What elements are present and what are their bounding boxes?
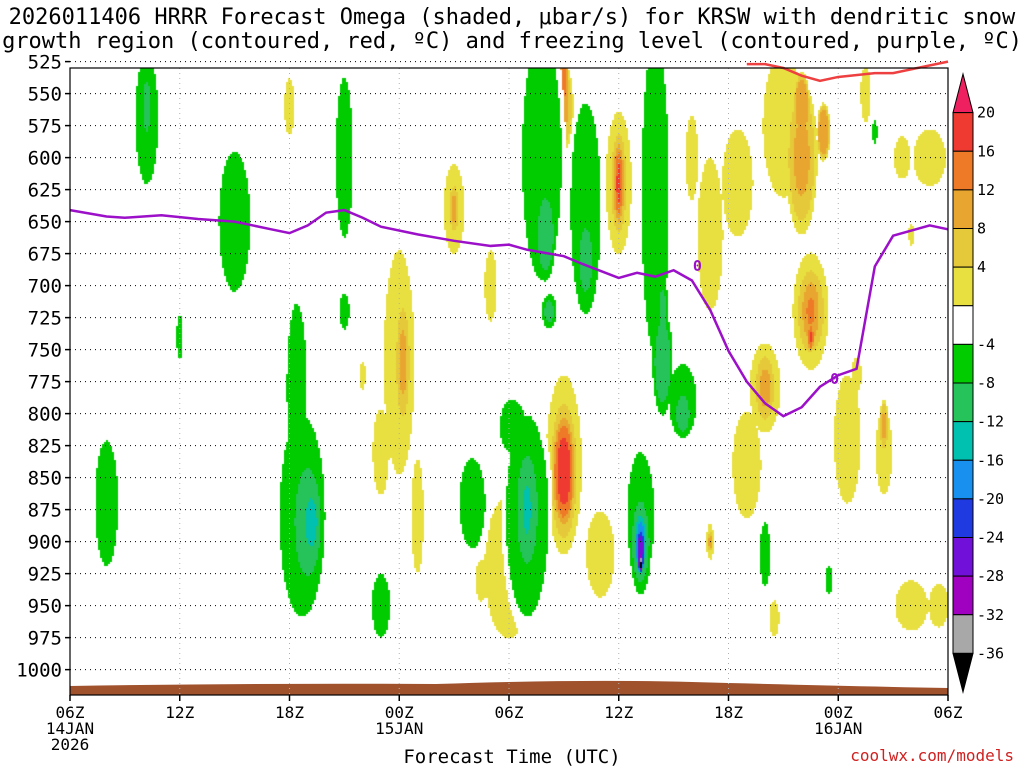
colorbar-label: -12: [977, 413, 1004, 431]
x-tick-label: 00Z: [385, 703, 414, 722]
chart-title-line-1: 2026011406 HRRR Forecast Omega (shaded, …: [8, 5, 1016, 30]
chart-title-line-2: growth region (contoured, red, ºC) and f…: [2, 29, 1022, 54]
colorbar-label: -8: [977, 374, 995, 392]
freezing-level-label: 0: [693, 257, 702, 275]
x-tick-label: 06Z: [934, 703, 963, 722]
colorbar-band: [952, 189, 974, 229]
y-tick-label: 575: [28, 116, 62, 138]
y-tick-label: 625: [28, 180, 62, 202]
x-tick-label: 00Z: [824, 703, 853, 722]
terrain-band: [70, 680, 948, 695]
y-tick-label: 675: [28, 244, 62, 266]
y-tick-label: 900: [28, 532, 62, 554]
y-tick-label: 1000: [16, 660, 62, 682]
colorbar-band: [952, 305, 974, 345]
colorbar-label: -16: [977, 451, 1004, 469]
colorbar-label: 8: [977, 220, 986, 238]
colorbar-band: [952, 112, 974, 152]
contours: 00: [69, 60, 949, 418]
colorbar-label: -24: [977, 529, 1004, 547]
y-tick-label: 700: [28, 276, 62, 298]
axes: 525 550 575 600 625 650 675 700 725 750 775 800 825 8…: [16, 52, 963, 754]
y-tick-label: 725: [28, 308, 62, 330]
colorbar-label: -32: [977, 606, 1004, 624]
x-tick-label: 12Z: [165, 703, 194, 722]
colorbar-band: [952, 459, 974, 500]
x-tick-label: 18Z: [714, 703, 743, 722]
colorbar-label: 4: [977, 258, 986, 276]
x-tick-label: 15JAN: [375, 719, 423, 738]
x-axis-label: Forecast Time (UTC): [403, 746, 621, 768]
omega-shading: [70, 68, 948, 685]
colorbar-band: [952, 228, 974, 268]
colorbar-band: [952, 537, 974, 577]
y-tick-label: 550: [28, 84, 62, 106]
y-tick-label: 775: [28, 372, 62, 394]
y-tick-label: 600: [28, 148, 62, 170]
colorbar-band: [952, 150, 974, 191]
y-tick-label: 975: [28, 628, 62, 650]
y-tick-label: 925: [28, 564, 62, 586]
dgz-contour-line: [746, 60, 949, 83]
colorbar-top-triangle: [952, 72, 974, 114]
y-tick-label: 800: [28, 404, 62, 426]
colorbar-label: -4: [977, 335, 995, 353]
y-tick-label: 650: [28, 212, 62, 234]
colorbar-label: -36: [977, 644, 1004, 662]
colorbar-band: [952, 343, 974, 384]
colorbar-band: [952, 421, 974, 461]
colorbar-label: 16: [977, 142, 995, 160]
credit-text: coolwx.com/models: [850, 746, 1014, 765]
colorbar-bottom-triangle: [952, 652, 974, 694]
freezing-level-label: 0: [830, 370, 839, 388]
y-tick-label: 525: [28, 52, 62, 74]
colorbar-band: [952, 266, 974, 307]
freezing-level-line: [69, 208, 949, 418]
y-tick-label: 950: [28, 596, 62, 618]
y-tick-label: 750: [28, 340, 62, 362]
colorbar-label: 20: [977, 104, 995, 122]
colorbar-band: [952, 614, 974, 654]
x-tick-label: 2026: [51, 735, 90, 754]
x-tick-label: 12Z: [604, 703, 633, 722]
x-tick-label: 18Z: [275, 703, 304, 722]
colorbar-band: [952, 575, 974, 616]
omega-shading-raster: [70, 68, 948, 685]
y-tick-label: 825: [28, 436, 62, 458]
terrain-fill: [70, 680, 948, 695]
x-tick-label: 06Z: [56, 703, 85, 722]
colorbar-label: -28: [977, 567, 1004, 585]
colorbar-band: [952, 382, 974, 423]
x-tick-label: 16JAN: [814, 719, 862, 738]
colorbar: 20 16 12 8 4 -4 -8 -12 -16 -20 -24 -28 -32 -36: [952, 72, 1004, 694]
colorbar-label: 12: [977, 181, 995, 199]
x-tick-label: 06Z: [495, 703, 524, 722]
y-tick-label: 850: [28, 468, 62, 490]
x-tick-label: 14JAN: [46, 719, 94, 738]
colorbar-label: -20: [977, 490, 1004, 508]
colorbar-band: [952, 498, 974, 538]
y-tick-label: 875: [28, 500, 62, 522]
